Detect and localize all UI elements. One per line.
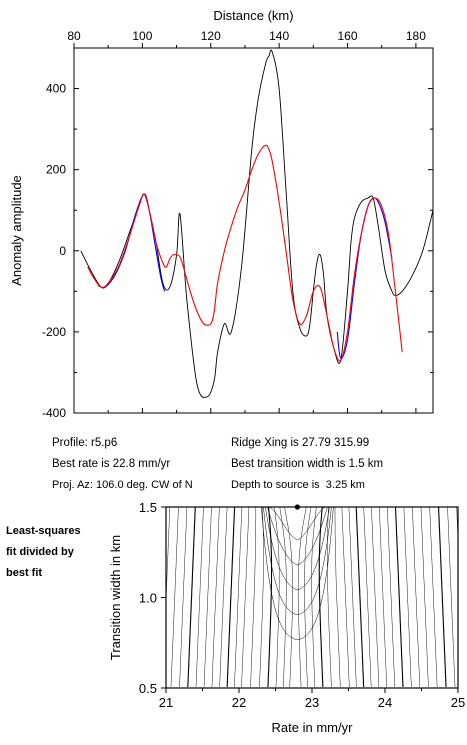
contour-line: [371, 506, 380, 688]
contour-line: [267, 506, 273, 688]
x-tick-label: 120: [201, 29, 221, 43]
best-fit-point: [294, 504, 300, 510]
contour-line: [334, 507, 341, 688]
profile-value: r5.p6: [91, 437, 118, 449]
contour-inner-line: [269, 506, 326, 541]
contour-x-tick-label: 25: [451, 695, 465, 710]
contour-line: [203, 506, 212, 688]
contour-line: [241, 506, 250, 688]
contour-line: [304, 506, 312, 688]
profile-label: Profile: r5.p6: [52, 437, 118, 449]
depth-value: 3.25 km: [325, 479, 365, 491]
x-tick-label: 80: [67, 29, 81, 43]
contour-line: [211, 506, 220, 688]
contour-line: [387, 506, 396, 688]
transition-width-label: Best transition width is 1.5 km: [231, 458, 384, 470]
contour-mask-right: [458, 493, 467, 702]
y-axis-label: Anomaly amplitude: [9, 175, 24, 286]
contour-line: [219, 506, 228, 688]
contour-mask-left: [0, 493, 166, 702]
contour-line: [259, 506, 264, 688]
profile-plot-frame: [73, 47, 434, 414]
contour-line: [226, 506, 236, 688]
contour-inner-line: [261, 506, 334, 641]
x-tick-label: 180: [406, 29, 426, 43]
side-label-line-2: fit divided by: [6, 546, 74, 558]
contour-line: [284, 506, 293, 688]
contour-x-tick-label: 21: [159, 695, 173, 710]
contour-inner-line: [267, 506, 328, 566]
contour-line: [438, 506, 447, 688]
contour-line: [420, 506, 429, 688]
y-tick-label: 400: [46, 82, 66, 96]
contour-x-tick-label: 24: [378, 695, 392, 710]
y-tick-label: -400: [42, 406, 66, 420]
anomaly-series-line-3: [336, 197, 393, 359]
anomaly-series-line-4: [87, 144, 403, 362]
contour-side-label: Least-squares fit divided by best fit: [6, 521, 81, 584]
depth-label: Depth to source is 3.25 km: [231, 479, 365, 491]
contour-line: [179, 506, 188, 688]
y-tick-label: 0: [59, 244, 66, 258]
contour-line: [274, 506, 280, 688]
contour-line: [429, 506, 438, 688]
proj-az-label: Proj. Az: 106.0 deg. CW of N: [52, 479, 193, 491]
ridge-xing-value: 27.79 315.99: [301, 437, 370, 449]
y-tick-label: -200: [42, 325, 66, 339]
contour-line: [447, 506, 456, 688]
y-tick-label: 200: [46, 163, 66, 177]
proj-az-value: 106.0 deg. CW of N: [96, 479, 193, 491]
contour-y-tick-label: 0.5: [139, 681, 157, 696]
contour-line: [297, 506, 307, 688]
contour-line: [195, 506, 204, 688]
contour-line: [311, 506, 317, 688]
contour-line: [187, 506, 196, 688]
contour-line: [394, 506, 404, 688]
contour-line: [250, 507, 257, 688]
contour-y-tick-label: 1.5: [139, 500, 157, 515]
contour-line: [341, 506, 350, 688]
x-axis-label: Distance (km): [213, 8, 293, 23]
anomaly-series-line-2: [97, 193, 166, 292]
contour-x-axis-label: Rate in mm/yr: [272, 720, 354, 735]
x-tick-label: 140: [269, 29, 289, 43]
contour-line: [170, 506, 179, 688]
contour-x-tick-label: 23: [305, 695, 319, 710]
best-rate-label: Best rate is 22.8 mm/yr: [52, 458, 171, 470]
contour-line: [234, 506, 243, 688]
contour-line: [318, 506, 324, 688]
contour-y-axis-label: Transition width in km: [108, 535, 123, 660]
side-label-line-3: best fit: [6, 567, 43, 579]
contour-line: [412, 506, 421, 688]
contour-line: [279, 506, 287, 688]
best-rate-value: 22.8 mm/yr: [112, 458, 171, 470]
contour-y-tick-label: 1.0: [139, 591, 157, 606]
contour-line: [348, 506, 357, 688]
x-tick-label: 160: [338, 29, 358, 43]
contour-x-tick-label: 22: [232, 695, 246, 710]
contour-inner-line: [265, 506, 330, 591]
transition-width-value: 1.5 km: [348, 458, 384, 470]
x-tick-label: 100: [132, 29, 152, 43]
contour-line: [403, 506, 412, 688]
side-label-line-1: Least-squares: [6, 525, 81, 537]
contour-line: [326, 506, 332, 688]
contour-line: [363, 506, 372, 688]
ridge-xing-label: Ridge Xing is 27.79 315.99: [231, 437, 370, 449]
contour-inner-line: [263, 506, 332, 616]
contour-line: [379, 506, 387, 688]
contour-line: [355, 506, 365, 688]
